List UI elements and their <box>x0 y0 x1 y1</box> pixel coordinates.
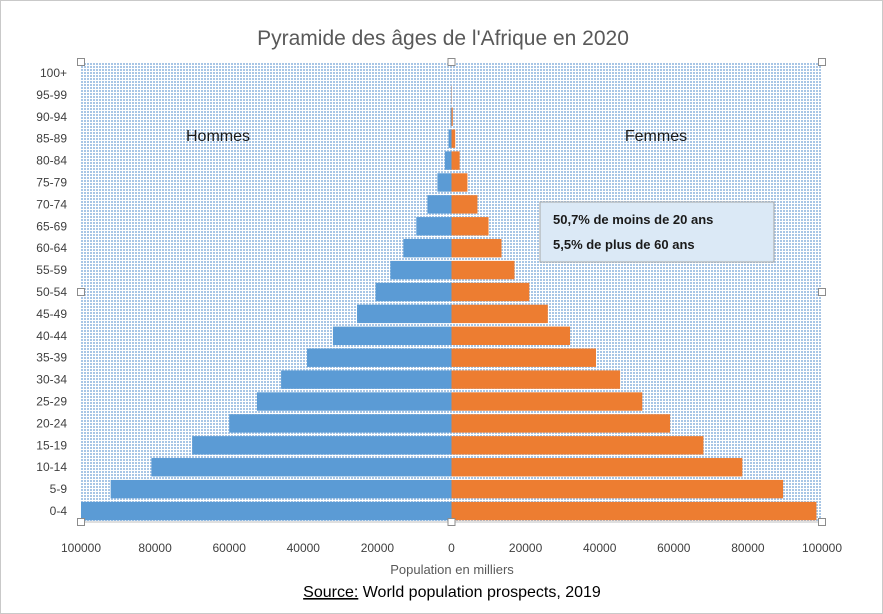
x-tick-label: 80000 <box>731 541 765 555</box>
x-tick-label: 100000 <box>61 541 101 555</box>
chart-title: Pyramide des âges de l'Afrique en 2020 <box>257 27 629 50</box>
selection-handle[interactable] <box>818 58 826 66</box>
bar-femmes-25-29 <box>451 392 643 411</box>
y-tick-label: 5-9 <box>50 482 68 496</box>
bar-hommes-30-34 <box>281 370 452 389</box>
bar-hommes-40-44 <box>332 326 452 346</box>
x-axis-label: Population en milliers <box>390 562 514 577</box>
y-axis-tick-labels: 0-4 5-9 10-14 15-19 20-24 25-29 30-34 35-39 40-4… <box>36 66 67 518</box>
y-tick-label: 85-89 <box>36 132 67 146</box>
bar-femmes-15-19 <box>451 436 704 455</box>
y-tick-label: 30-34 <box>36 373 67 387</box>
source-text: World population prospects, 2019 <box>358 584 601 601</box>
bar-hommes-35-39 <box>307 348 452 367</box>
selection-handle[interactable] <box>818 288 826 296</box>
selection-handle[interactable] <box>447 58 456 66</box>
y-tick-label: 35-39 <box>36 351 67 365</box>
selection-handle[interactable] <box>77 288 85 296</box>
y-tick-label: 40-44 <box>36 329 67 343</box>
annotation-over-60: 5,5% de plus de 60 ans <box>553 237 695 252</box>
y-tick-label: 20-24 <box>36 416 67 430</box>
bar-hommes-60-64 <box>403 238 452 258</box>
chart-source: Source: World population prospects, 2019 <box>303 584 601 601</box>
bar-femmes-80-84 <box>451 151 460 170</box>
y-tick-label: 75-79 <box>36 175 67 189</box>
bar-hommes-25-29 <box>256 392 452 411</box>
x-tick-label: 80000 <box>138 541 172 555</box>
annotation-box-frame <box>539 201 775 263</box>
y-tick-label: 15-19 <box>36 438 67 452</box>
bar-hommes-85-89 <box>448 129 452 148</box>
bar-femmes-70-74 <box>451 195 478 214</box>
bar-hommes-90-94 <box>450 107 452 126</box>
y-tick-label: 55-59 <box>36 263 67 277</box>
x-tick-label: 20000 <box>361 541 395 555</box>
bar-femmes-45-49 <box>451 304 548 324</box>
bar-femmes-60-64 <box>451 238 502 258</box>
y-tick-label: 45-49 <box>36 307 67 321</box>
x-tick-label: 0 <box>448 541 455 555</box>
femmes-bars <box>451 63 817 521</box>
x-tick-label: 40000 <box>583 541 617 555</box>
bar-femmes-90-94 <box>451 107 453 126</box>
x-tick-label: 100000 <box>802 541 842 555</box>
bar-femmes-5-9 <box>451 479 784 499</box>
series-label-hommes: Hommes <box>186 128 250 145</box>
bar-hommes-15-19 <box>192 436 452 455</box>
bar-hommes-70-74 <box>427 195 452 214</box>
bar-femmes-10-14 <box>451 458 743 477</box>
bar-femmes-50-54 <box>451 282 530 302</box>
y-tick-label: 80-84 <box>36 154 67 168</box>
bar-femmes-65-69 <box>451 217 489 236</box>
y-tick-label: 70-74 <box>36 197 67 211</box>
x-axis-tick-labels: 100000 80000 60000 40000 20000 0 20000 40000 600… <box>61 541 842 555</box>
hommes-bars <box>81 63 452 521</box>
y-tick-label: 60-64 <box>36 241 67 255</box>
bar-femmes-75-79 <box>451 173 468 192</box>
selection-handles <box>77 58 826 526</box>
annotation-under-20: 50,7% de moins de 20 ans <box>553 212 713 227</box>
y-tick-label: 50-54 <box>36 285 67 299</box>
x-tick-label: 20000 <box>509 541 543 555</box>
bar-hommes-20-24 <box>229 414 452 433</box>
bar-femmes-85-89 <box>451 129 456 148</box>
x-tick-label: 40000 <box>287 541 321 555</box>
bar-hommes-10-14 <box>151 458 452 477</box>
bar-hommes-50-54 <box>375 282 452 302</box>
selection-handle[interactable] <box>447 518 456 526</box>
bar-hommes-45-49 <box>357 304 452 324</box>
bar-femmes-35-39 <box>451 348 596 367</box>
selection-handle[interactable] <box>77 518 85 526</box>
x-tick-label: 60000 <box>657 541 691 555</box>
y-tick-label: 10-14 <box>36 460 67 474</box>
bar-hommes-75-79 <box>437 173 452 192</box>
bar-femmes-55-59 <box>451 260 515 280</box>
bar-hommes-5-9 <box>110 479 452 499</box>
selection-handle[interactable] <box>77 58 85 66</box>
bar-femmes-40-44 <box>451 326 571 346</box>
source-prefix: Source: <box>303 584 358 601</box>
bar-hommes-55-59 <box>390 260 452 280</box>
bar-femmes-30-34 <box>451 370 621 389</box>
bar-femmes-0-4 <box>451 501 817 521</box>
y-tick-label: 100+ <box>40 66 67 80</box>
bar-hommes-0-4 <box>81 501 452 521</box>
selection-handle[interactable] <box>818 518 826 526</box>
x-tick-label: 60000 <box>213 541 247 555</box>
bar-femmes-20-24 <box>451 414 671 433</box>
y-tick-label: 25-29 <box>36 395 67 409</box>
y-tick-label: 90-94 <box>36 110 67 124</box>
y-tick-label: 95-99 <box>36 88 67 102</box>
bar-hommes-80-84 <box>444 151 452 170</box>
bar-hommes-65-69 <box>416 217 452 236</box>
annotation-box: 50,7% de moins de 20 ans 5,5% de plus de… <box>539 201 775 263</box>
y-tick-label: 65-69 <box>36 219 67 233</box>
y-tick-label: 0-4 <box>50 504 68 518</box>
series-label-femmes: Femmes <box>625 128 687 145</box>
